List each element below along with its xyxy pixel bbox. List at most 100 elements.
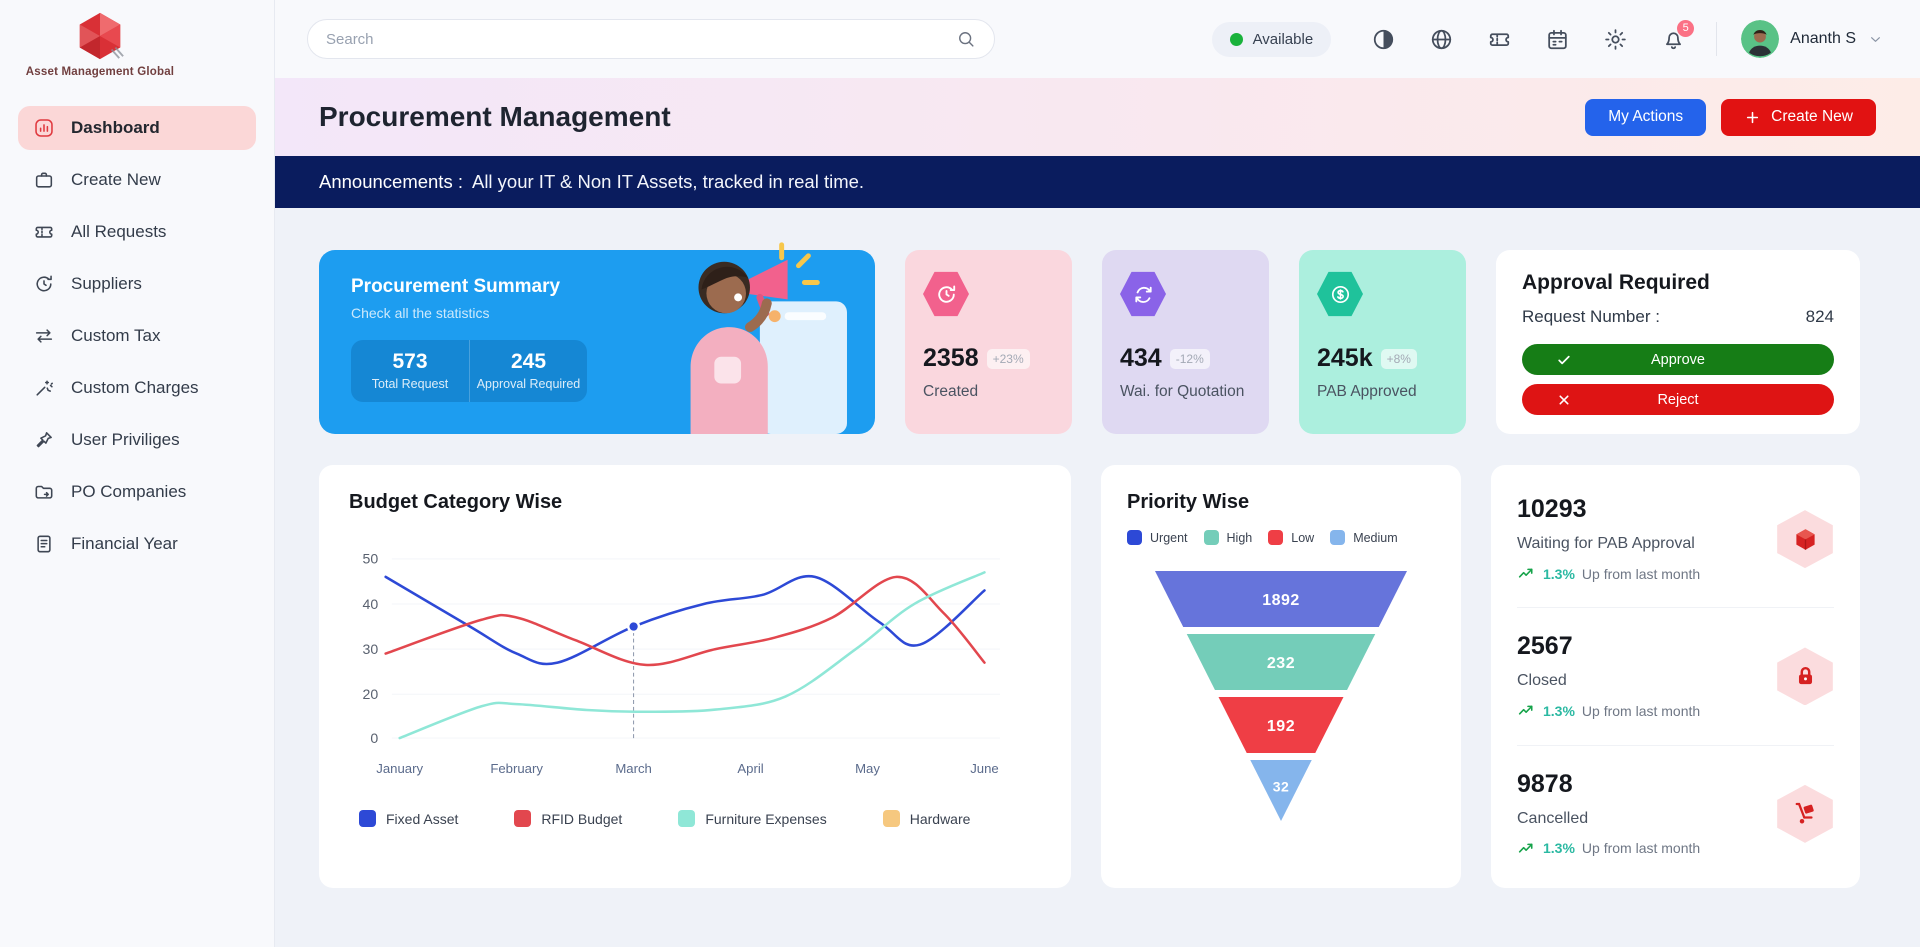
announcement-bar: Announcements : All your IT & Non IT Ass… <box>275 156 1920 208</box>
legend-swatch <box>678 810 696 827</box>
delta-badge: +23% <box>986 348 1030 369</box>
sidebar-item-label: Financial Year <box>71 534 178 553</box>
swap-arrows-icon <box>33 325 55 347</box>
sidebar-item-suppliers[interactable]: Suppliers <box>18 262 256 306</box>
briefcase-icon <box>33 169 55 191</box>
reject-button[interactable]: Reject <box>1522 384 1834 415</box>
wand-icon <box>33 377 55 399</box>
svg-text:0: 0 <box>370 730 378 746</box>
sidebar-item-dashboard[interactable]: Dashboard <box>18 106 256 150</box>
legend-swatch <box>1268 530 1284 545</box>
status-stats-card: 10293 Waiting for PAB Approval 1.3% Up f… <box>1491 465 1860 888</box>
sidebar-item-label: Suppliers <box>71 274 142 293</box>
plus-icon <box>1744 109 1761 126</box>
budget-category-card: Budget Category Wise 0 20 30 40 50 January Feb… <box>319 465 1071 888</box>
trend-up-icon <box>1517 564 1536 583</box>
svg-text:1892: 1892 <box>1262 592 1300 609</box>
sidebar-item-user-priviliges[interactable]: User Priviliges <box>18 418 256 462</box>
status-label: Available <box>1252 30 1314 48</box>
svg-text:50: 50 <box>363 551 379 567</box>
sidebar-item-label: User Priviliges <box>71 430 180 449</box>
check-icon <box>1556 352 1572 368</box>
approval-title: Approval Required <box>1522 271 1710 294</box>
sidebar-item-label: Create New <box>71 170 161 189</box>
approval-required-card: Approval Required Request Number : 824 A… <box>1496 250 1860 434</box>
search-box[interactable] <box>307 19 995 59</box>
folder-icon <box>33 481 55 503</box>
app-logo: Asset Management Global <box>0 0 200 78</box>
my-actions-button[interactable]: My Actions <box>1585 98 1707 136</box>
theme-icon[interactable] <box>1371 27 1396 52</box>
legend-label: Hardware <box>909 810 971 827</box>
trend-up-icon <box>1517 839 1536 858</box>
sidebar-item-custom-tax[interactable]: Custom Tax <box>18 314 256 358</box>
dashboard-icon <box>33 117 55 139</box>
legend-item: High <box>1203 530 1253 545</box>
logo-icon <box>74 10 126 62</box>
stat-cancelled: 9878 Cancelled 1.3% Up from last month <box>1517 746 1834 882</box>
summary-stat-total-request: 573 Total Request <box>371 350 449 391</box>
approve-button[interactable]: Approve <box>1522 344 1834 375</box>
globe-icon[interactable] <box>1429 27 1454 52</box>
search-icon[interactable] <box>956 29 976 49</box>
trend-up-icon <box>1517 701 1536 720</box>
procurement-summary-card: Procurement Summary Check all the statis… <box>319 242 875 434</box>
dashboard-content: Procurement Summary Check all the statis… <box>275 208 1920 947</box>
announcement-text: All your IT & Non IT Assets, tracked in … <box>471 171 865 192</box>
legend-label: Medium <box>1353 530 1398 545</box>
legend-label: Furniture Expenses <box>705 810 827 827</box>
page-header: Procurement Management My Actions Create… <box>275 78 1920 156</box>
legend-item: Fixed Asset <box>359 810 458 827</box>
legend-label: Urgent <box>1150 530 1188 545</box>
legend-label: RFID Budget <box>541 810 623 827</box>
settings-icon[interactable] <box>1603 27 1628 52</box>
legend-label: High <box>1226 530 1253 545</box>
calendar-icon[interactable] <box>1545 27 1570 52</box>
stat-waiting-pab: 10293 Waiting for PAB Approval 1.3% Up f… <box>1517 471 1834 609</box>
notifications-bell-icon[interactable]: 5 <box>1661 19 1695 52</box>
sidebar-item-custom-charges[interactable]: Custom Charges <box>18 366 256 410</box>
chevron-down-icon <box>1867 31 1884 48</box>
announcement-label: Announcements : <box>319 171 463 192</box>
sidebar: Asset Management Global Dashboard Create… <box>0 0 275 947</box>
request-number-label: Request Number : <box>1522 307 1660 326</box>
charts-row: Budget Category Wise 0 20 30 40 50 January Feb… <box>319 465 1860 888</box>
sidebar-item-create-new[interactable]: Create New <box>18 158 256 202</box>
summary-stat-approval-required: 245 Approval Required <box>469 340 587 402</box>
sidebar-item-financial-year[interactable]: Financial Year <box>18 522 256 566</box>
stat-closed: 2567 Closed 1.3% Up from last month <box>1517 608 1834 746</box>
request-number-value: 824 <box>1805 307 1834 326</box>
search-input[interactable] <box>326 30 946 48</box>
availability-status[interactable]: Available <box>1211 21 1332 57</box>
legend-item: Urgent <box>1127 530 1188 545</box>
cube-icon <box>1777 510 1833 569</box>
legend-label: Low <box>1291 530 1315 545</box>
ticket-icon <box>33 221 55 243</box>
brand-name: Asset Management Global <box>25 66 175 78</box>
svg-text:May: May <box>855 761 880 776</box>
stat-card-created: 2358 +23% Created <box>905 250 1072 434</box>
clock-refresh-icon <box>33 273 55 295</box>
summary-title: Procurement Summary <box>351 276 561 297</box>
create-new-button[interactable]: Create New <box>1721 98 1876 136</box>
history-icon <box>923 271 969 317</box>
legend-swatch <box>1127 530 1142 545</box>
svg-text:192: 192 <box>1267 718 1295 735</box>
svg-text:32: 32 <box>1273 779 1290 795</box>
svg-text:June: June <box>970 761 999 776</box>
svg-text:February: February <box>490 761 543 776</box>
priority-wise-card: Priority Wise Urgent High Low Medium 1892 23… <box>1101 465 1461 888</box>
stat-card-pab-approved: 245k +8% PAB Approved <box>1299 250 1466 434</box>
sidebar-item-po-companies[interactable]: PO Companies <box>18 470 256 514</box>
sidebar-nav: Dashboard Create New All Requests Suppli… <box>0 106 274 566</box>
summary-subtitle: Check all the statistics <box>351 305 490 321</box>
stat-card-waiting-quotation: 434 -12% Wai. for Quotation <box>1102 250 1269 434</box>
svg-text:30: 30 <box>363 641 379 657</box>
sidebar-item-label: Custom Tax <box>71 326 161 345</box>
sidebar-item-all-requests[interactable]: All Requests <box>18 210 256 254</box>
pin-icon <box>33 429 55 451</box>
ticket-icon[interactable] <box>1487 27 1512 52</box>
delta-badge: +8% <box>1380 348 1417 369</box>
user-menu[interactable]: Ananth S <box>1741 20 1884 58</box>
svg-text:232: 232 <box>1267 655 1295 672</box>
